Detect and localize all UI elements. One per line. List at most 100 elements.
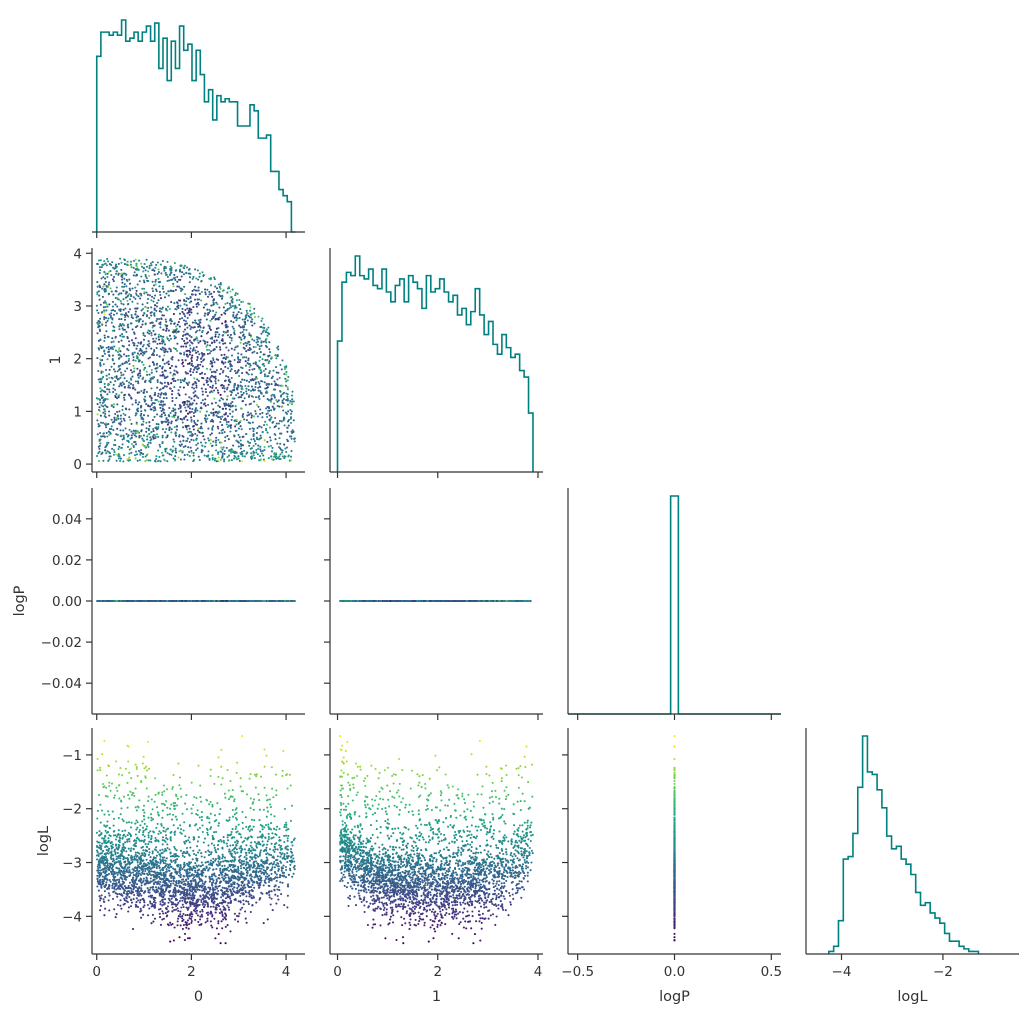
scatter-point xyxy=(120,391,123,394)
scatter-point xyxy=(127,310,130,313)
scatter-point xyxy=(126,260,129,263)
scatter-point xyxy=(260,426,263,429)
scatter-point xyxy=(209,442,212,445)
scatter-point xyxy=(193,421,196,424)
scatter-point xyxy=(96,403,99,406)
scatter-point xyxy=(146,435,149,438)
scatter-point xyxy=(234,294,237,297)
scatter-point xyxy=(211,315,215,318)
scatter-point xyxy=(124,414,127,417)
scatter-point xyxy=(195,402,198,405)
scatter-point xyxy=(265,423,269,426)
scatter-point xyxy=(210,371,213,374)
scatter-point xyxy=(142,414,146,417)
scatter-point xyxy=(241,400,245,403)
scatter-point xyxy=(218,333,221,336)
scatter-point xyxy=(181,310,184,313)
scatter-point xyxy=(285,373,288,376)
scatter-point xyxy=(143,262,146,266)
scatter-point xyxy=(220,458,223,461)
scatter-point xyxy=(211,454,214,457)
scatter-point xyxy=(112,448,116,452)
scatter-point xyxy=(135,421,138,424)
scatter-point xyxy=(150,299,153,302)
scatter-point xyxy=(277,422,280,425)
scatter-point xyxy=(130,434,133,437)
scatter-point xyxy=(118,385,121,388)
scatter-point xyxy=(258,359,261,362)
scatter-point xyxy=(519,599,522,603)
scatter-point xyxy=(98,439,101,443)
scatter-point xyxy=(258,425,261,428)
scatter-point xyxy=(219,348,222,351)
scatter-point xyxy=(190,434,194,438)
scatter-point xyxy=(99,317,102,320)
scatter-point xyxy=(196,312,199,315)
scatter-point xyxy=(215,301,218,304)
scatter-point xyxy=(146,293,149,296)
scatter-point xyxy=(163,599,167,603)
scatter-point xyxy=(146,343,149,346)
scatter-point xyxy=(289,455,293,458)
scatter-point xyxy=(107,292,111,295)
scatter-point xyxy=(177,392,180,395)
scatter-point xyxy=(141,443,144,446)
scatter-point xyxy=(174,329,177,332)
scatter-point xyxy=(195,423,199,426)
scatter-point xyxy=(191,425,195,428)
scatter-point xyxy=(200,299,203,302)
scatter-point xyxy=(128,381,131,384)
scatter-point xyxy=(220,456,224,459)
scatter-point xyxy=(137,449,141,453)
scatter-point xyxy=(117,272,120,275)
scatter-point xyxy=(115,418,118,422)
scatter-point xyxy=(156,301,159,305)
scatter-point xyxy=(286,430,289,433)
scatter-point xyxy=(257,599,260,603)
scatter-point xyxy=(290,450,293,453)
scatter-point xyxy=(134,388,137,391)
scatter-point xyxy=(176,280,179,283)
scatter-point xyxy=(223,311,226,314)
scatter-point xyxy=(226,434,229,437)
scatter-point xyxy=(143,311,146,314)
scatter-point xyxy=(183,285,186,288)
scatter-point xyxy=(113,267,116,270)
scatter-point xyxy=(164,431,167,434)
scatter-point xyxy=(251,318,254,321)
scatter-point xyxy=(290,430,293,433)
scatter-point xyxy=(252,444,255,447)
scatter-point xyxy=(241,435,244,438)
scatter-point xyxy=(220,354,223,357)
scatter-point xyxy=(238,303,241,306)
scatter-point xyxy=(199,363,202,366)
scatter-point xyxy=(170,393,174,396)
scatter-point xyxy=(262,323,265,326)
scatter-point xyxy=(204,293,207,296)
scatter-point xyxy=(99,269,102,272)
scatter-point xyxy=(211,384,214,387)
scatter-point xyxy=(160,451,164,454)
scatter-point xyxy=(213,339,216,342)
scatter-point xyxy=(292,419,295,422)
scatter-point xyxy=(267,326,270,329)
scatter-point xyxy=(291,390,294,393)
scatter-point xyxy=(142,363,145,366)
scatter-point xyxy=(113,310,117,313)
scatter-point xyxy=(142,332,145,335)
scatter-point xyxy=(192,454,195,457)
scatter-point xyxy=(187,333,190,336)
scatter-point xyxy=(224,599,227,603)
scatter-point xyxy=(124,312,128,315)
scatter-point xyxy=(159,396,162,399)
scatter-point xyxy=(202,377,205,380)
scatter-point xyxy=(196,269,199,272)
scatter-point xyxy=(261,449,264,453)
scatter-point xyxy=(241,460,244,463)
scatter-point xyxy=(155,370,158,373)
scatter-point xyxy=(211,295,214,298)
scatter-point xyxy=(178,404,181,407)
scatter-point xyxy=(156,386,159,389)
scatter-point xyxy=(120,261,123,264)
